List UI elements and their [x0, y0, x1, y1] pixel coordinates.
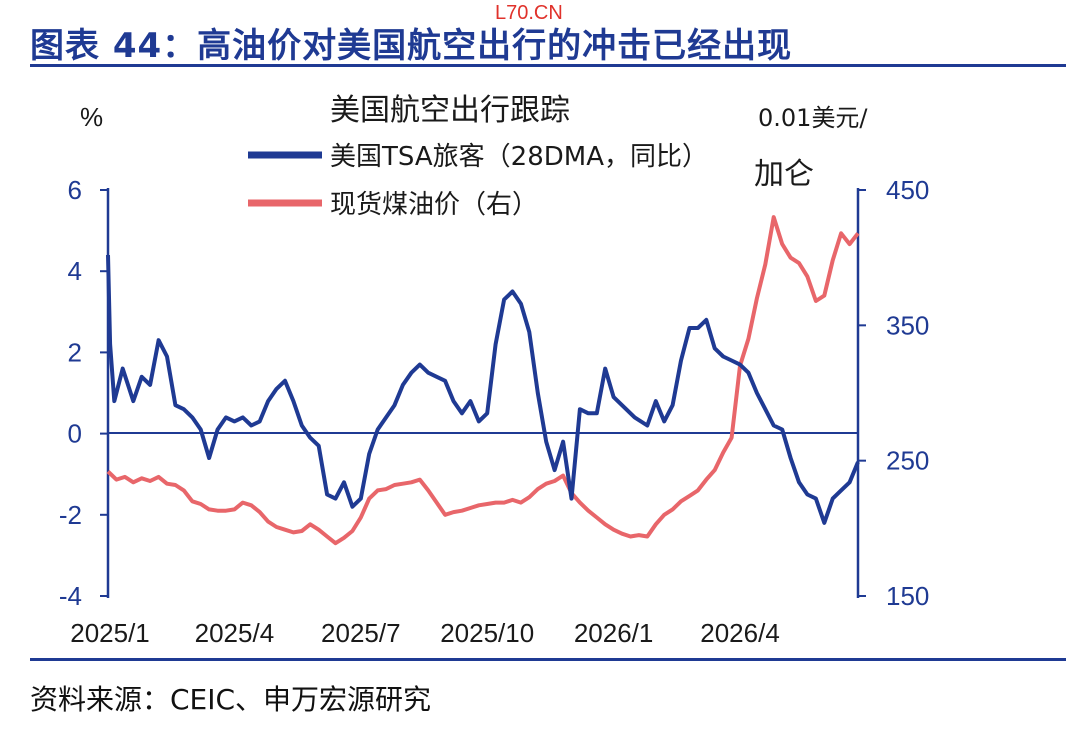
- right-tick-label: 150: [886, 581, 929, 611]
- left-tick-label: -4: [59, 581, 82, 611]
- left-axis-ticks: 6 4 2 0 -2 -4: [59, 175, 108, 611]
- left-tick-label: -2: [59, 500, 82, 530]
- tsa-yoy-line: [106, 254, 860, 525]
- right-tick-label: 350: [886, 310, 929, 340]
- left-tick-label: 0: [68, 419, 82, 449]
- left-tick-label: 4: [68, 256, 82, 286]
- x-tick-label: 2025/4: [195, 618, 275, 648]
- legend-label-tsa: 美国TSA旅客（28DMA，同比）: [330, 142, 708, 172]
- x-axis-ticks: 2025/1 2025/4 2025/7 2025/10 2026/1 2026/4: [70, 618, 780, 648]
- left-tick-label: 6: [68, 175, 82, 205]
- top-divider: [30, 64, 1066, 67]
- legend-label-jet: 现货煤油价（右）: [330, 190, 538, 220]
- right-axis-unit-line2: 加仑: [754, 157, 814, 192]
- x-tick-label: 2026/1: [574, 618, 654, 648]
- bottom-divider: [30, 658, 1066, 661]
- x-tick-label: 2025/1: [70, 618, 150, 648]
- left-tick-label: 2: [68, 337, 82, 367]
- source-note: 资料来源：CEIC、申万宏源研究: [30, 683, 432, 716]
- chart-title: 美国航空出行跟踪: [330, 93, 570, 128]
- x-tick-label: 2025/7: [321, 618, 401, 648]
- x-tick-label: 2026/4: [700, 618, 780, 648]
- right-tick-label: 250: [886, 446, 929, 476]
- figure-title: 图表 44：高油价对美国航空出行的冲击已经出现: [30, 26, 793, 66]
- left-axis-unit: %: [80, 102, 103, 132]
- right-axis-unit-line1: 0.01美元/: [758, 104, 868, 132]
- right-tick-label: 450: [886, 175, 929, 205]
- right-axis-ticks: 450 350 250 150: [858, 175, 929, 611]
- watermark: L70.CN: [495, 2, 563, 24]
- jet-fuel-price-line: [106, 215, 860, 546]
- x-tick-label: 2025/10: [440, 618, 534, 648]
